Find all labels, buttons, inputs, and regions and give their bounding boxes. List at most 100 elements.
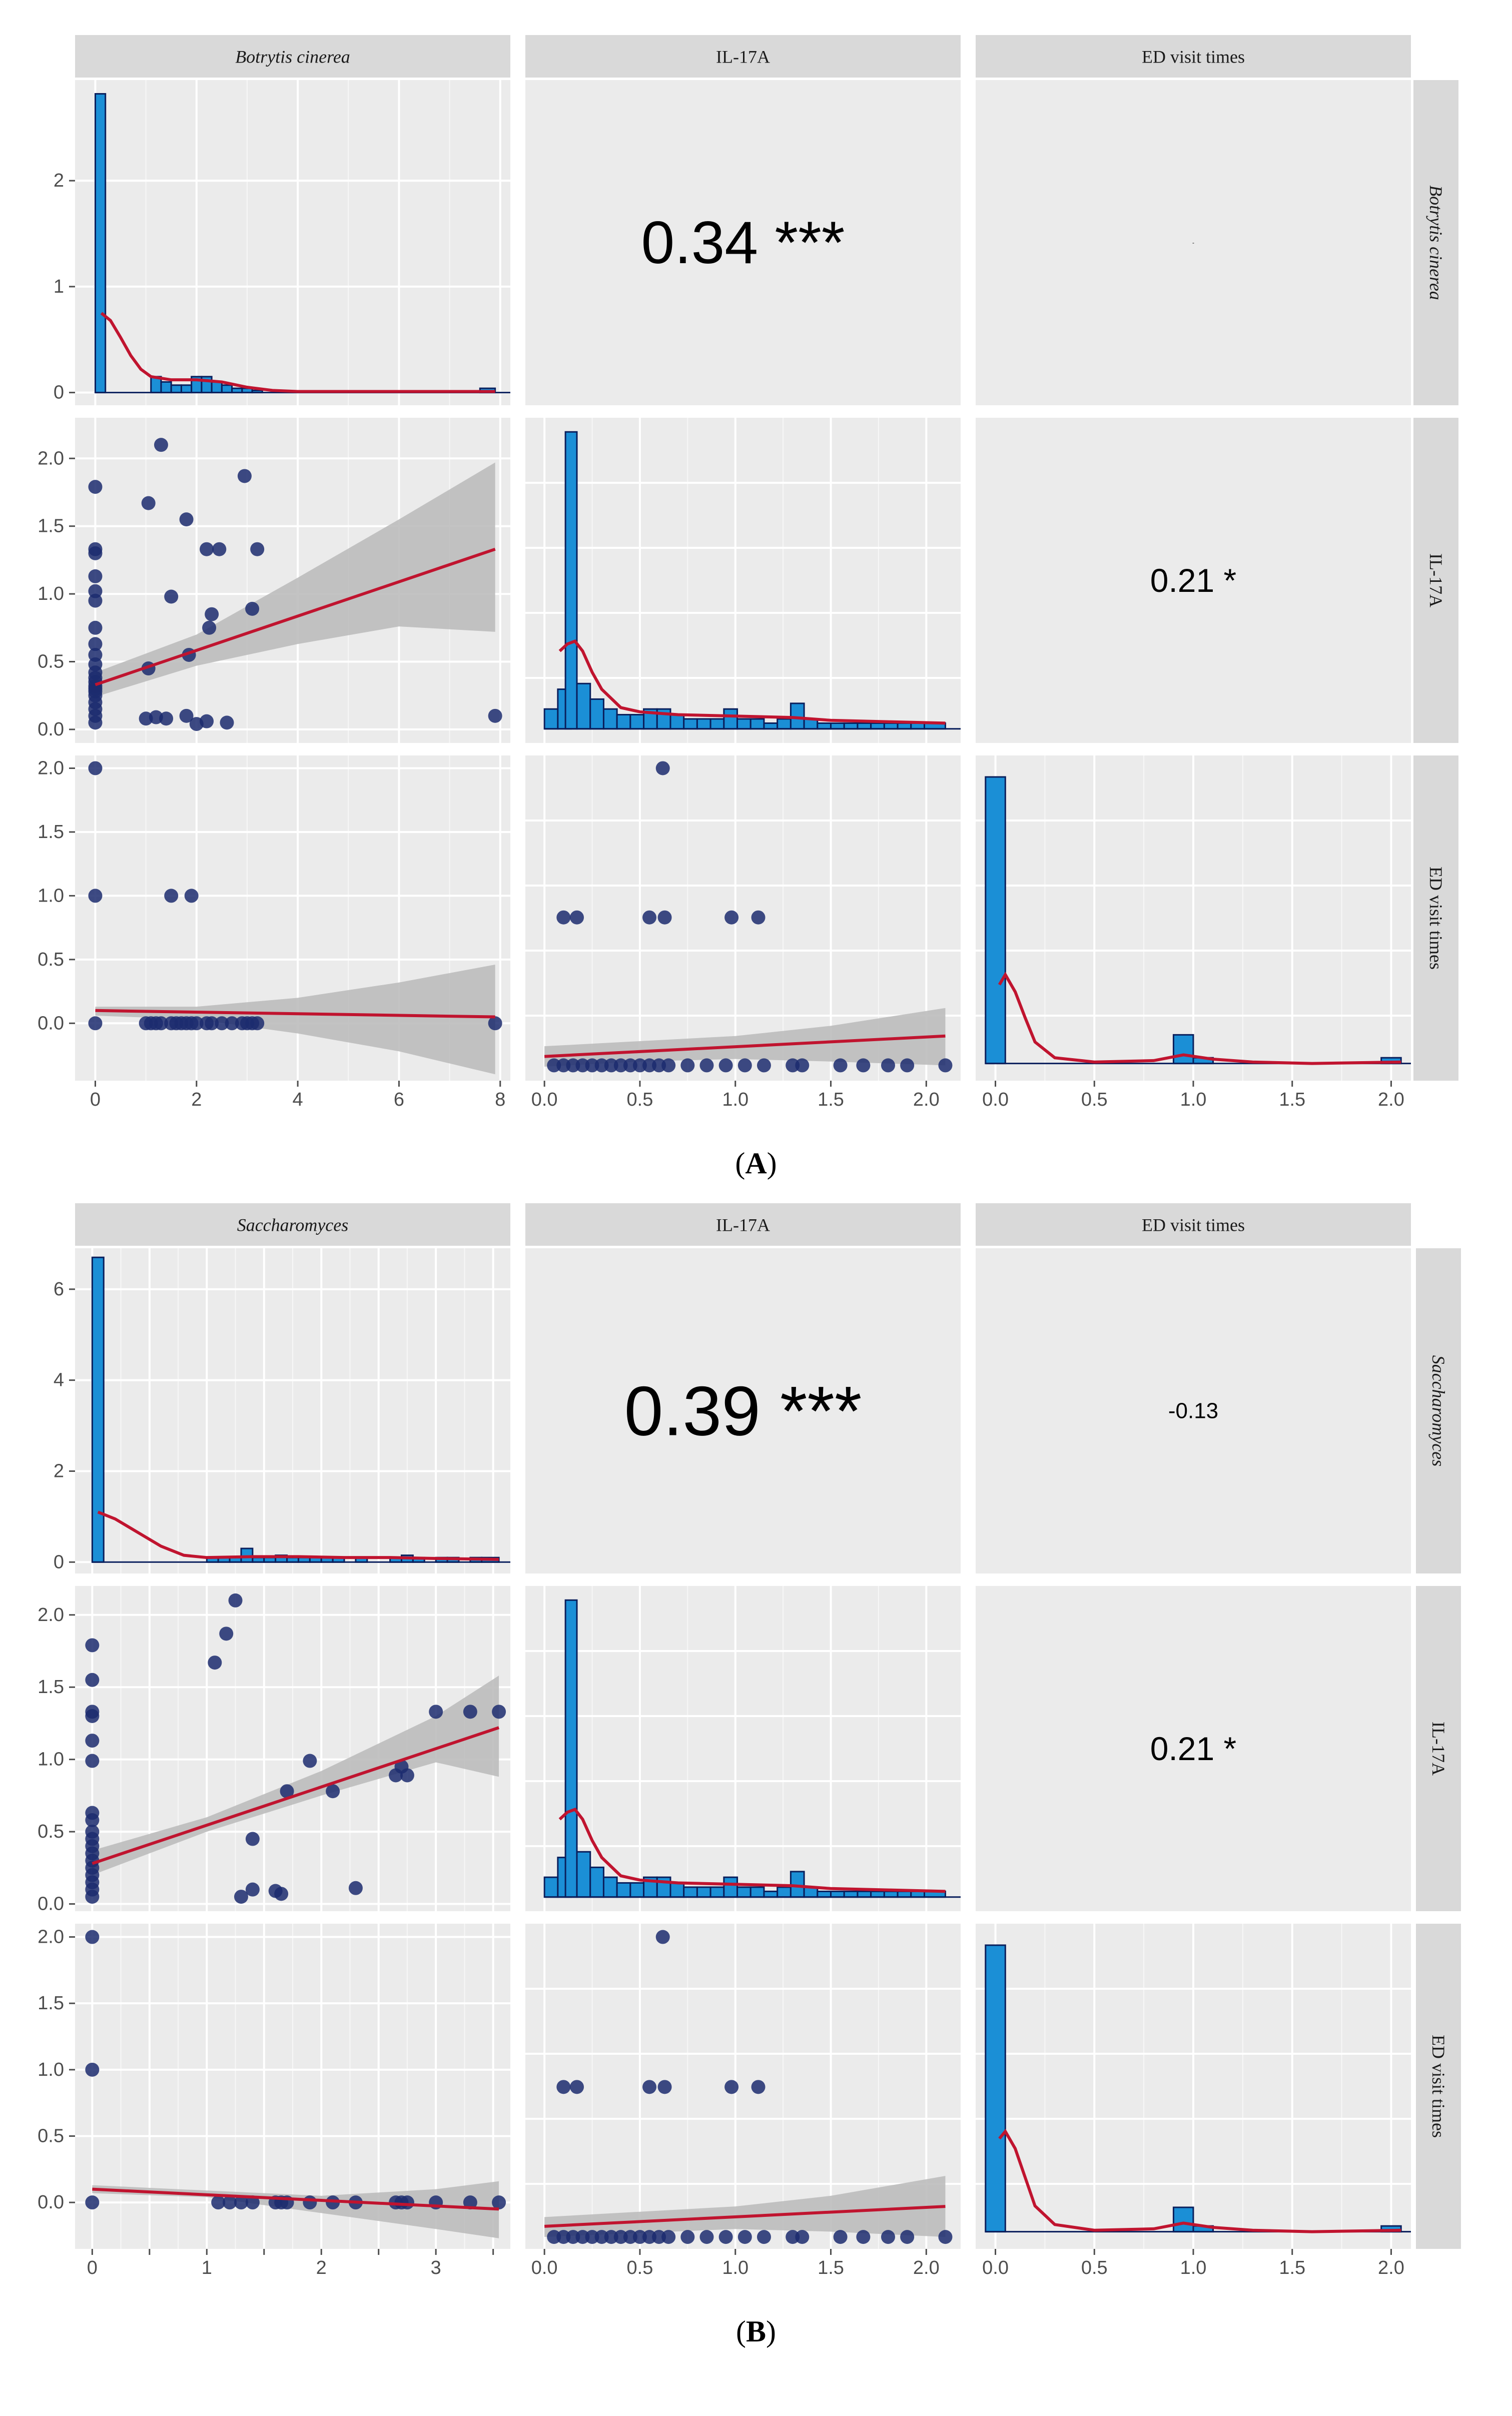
scatter-point bbox=[488, 1016, 502, 1031]
scatter-point bbox=[724, 2080, 739, 2094]
x-tick-label: 1.5 bbox=[1279, 2257, 1305, 2278]
scatter-point bbox=[88, 620, 103, 635]
y-tick-label: 4 bbox=[54, 1370, 64, 1391]
scatter-point bbox=[661, 1058, 676, 1073]
cell-2-1: 0.0 0.5 1.0 1.5 2.0 bbox=[525, 1924, 961, 2278]
scatter-point bbox=[492, 2195, 506, 2210]
y-tick-label: 1.5 bbox=[38, 1677, 64, 1698]
y-tick-label: 1.0 bbox=[38, 1749, 64, 1770]
x-tick-label: 1.0 bbox=[1180, 1089, 1207, 1110]
strip-top-0 bbox=[75, 1203, 510, 1246]
histogram-bar bbox=[723, 1876, 738, 1898]
histogram-bar bbox=[870, 1890, 885, 1898]
histogram-bar bbox=[749, 718, 765, 730]
histogram-bar bbox=[1172, 2206, 1194, 2233]
scatter-point bbox=[655, 761, 670, 775]
y-tick-label: 0.0 bbox=[38, 1013, 64, 1034]
x-tick-label: 0.5 bbox=[627, 2257, 653, 2278]
density-curve bbox=[558, 1807, 946, 1893]
scatter-point bbox=[88, 1016, 103, 1031]
scatter-point bbox=[718, 1058, 733, 1073]
regression-line bbox=[92, 1726, 500, 1865]
scatter-point bbox=[833, 2230, 848, 2244]
histogram-bar bbox=[709, 718, 725, 730]
histogram-bar bbox=[683, 1886, 698, 1898]
x-tick-label: 1.0 bbox=[722, 2257, 748, 2278]
density-curve bbox=[998, 2128, 1401, 2233]
y-tick-label: 0.0 bbox=[38, 719, 64, 740]
y-tick-label: 2 bbox=[54, 170, 64, 191]
scatter-point bbox=[184, 889, 199, 903]
panel-letter-paren: ( bbox=[735, 1147, 745, 1180]
x-tick-label: 2.0 bbox=[1378, 2257, 1404, 2278]
histogram-bar bbox=[629, 1882, 645, 1898]
histogram-bar bbox=[817, 1890, 832, 1898]
histogram-bar bbox=[985, 1944, 1006, 2233]
y-tick-label: 0 bbox=[54, 1551, 64, 1572]
scatter-point bbox=[400, 2195, 414, 2210]
panel-background bbox=[525, 418, 961, 743]
histogram-bar bbox=[723, 708, 738, 730]
y-tick-label: 2.0 bbox=[38, 757, 64, 778]
scatter-point bbox=[88, 715, 103, 730]
x-tick-label: 0.0 bbox=[982, 2257, 1009, 2278]
panel-background bbox=[976, 418, 1411, 743]
scatter-point bbox=[751, 910, 766, 925]
panel-letter-paren: ) bbox=[767, 1147, 777, 1180]
strip-right-2 bbox=[1416, 1924, 1461, 2249]
scatter-point bbox=[202, 620, 217, 635]
density-curve bbox=[998, 972, 1401, 1065]
scatter-point bbox=[212, 542, 227, 556]
histogram-bar bbox=[576, 1851, 591, 1898]
scatter-point bbox=[85, 2062, 100, 2077]
histogram-bar bbox=[1172, 1034, 1194, 1065]
x-tick-label: 1.0 bbox=[1180, 2257, 1207, 2278]
scatter-point bbox=[85, 1754, 100, 1768]
cell-2-0: 0.0 0.5 1.0 1.5 2.0 0 1 2 3 bbox=[38, 1924, 510, 2278]
strip-right-label: IL-17A bbox=[1426, 553, 1446, 607]
scatter-point bbox=[680, 2230, 695, 2244]
x-tick-label: 1.5 bbox=[1279, 1089, 1305, 1110]
x-tick-label: 6 bbox=[394, 1089, 404, 1110]
histogram-bar bbox=[883, 1890, 899, 1898]
strip-right-1 bbox=[1413, 418, 1458, 743]
x-tick-label: 1.0 bbox=[722, 1089, 748, 1110]
y-tick-label: 0.5 bbox=[38, 2125, 64, 2146]
cell-0-1: 0.39 *** bbox=[525, 1248, 961, 1573]
histogram-bar bbox=[602, 1876, 618, 1898]
correlation-label: 0.39 *** bbox=[624, 1372, 862, 1450]
y-tick-label: 1.0 bbox=[38, 583, 64, 604]
panel-background bbox=[525, 80, 961, 405]
cell-1-0: 0.0 0.5 1.0 1.5 2.0 bbox=[38, 1586, 510, 1915]
scatter-point bbox=[938, 1058, 953, 1073]
histogram-bar bbox=[629, 713, 645, 730]
confidence-ribbon bbox=[95, 965, 495, 1075]
histogram-bar bbox=[170, 384, 182, 394]
histogram-bar bbox=[857, 1890, 872, 1898]
scatter-point bbox=[429, 1705, 443, 1719]
x-tick-label: 2.0 bbox=[913, 1089, 940, 1110]
cell-0-2: - bbox=[976, 80, 1411, 405]
strip-right-label: Saccharomyces bbox=[1428, 1355, 1448, 1467]
panel-letter-paren: ( bbox=[736, 2315, 746, 2348]
x-tick-label: 4 bbox=[293, 1089, 303, 1110]
correlation-label: -0.13 bbox=[1168, 1399, 1218, 1423]
scatter-point bbox=[205, 1016, 219, 1031]
histogram-bar bbox=[91, 1256, 105, 1563]
cell-1-1 bbox=[525, 1586, 961, 1911]
histogram-bar bbox=[897, 722, 912, 730]
histogram-bar bbox=[817, 722, 832, 730]
histogram-bar bbox=[736, 1886, 751, 1898]
scatter-point bbox=[223, 2195, 237, 2210]
histogram-bar bbox=[543, 708, 559, 730]
panel-background bbox=[976, 1586, 1411, 1911]
scatter-point bbox=[85, 1890, 100, 1904]
scatter-point bbox=[280, 1784, 294, 1799]
scatter-point bbox=[85, 2195, 100, 2210]
x-tick-label: 0.0 bbox=[982, 1089, 1009, 1110]
scatter-point bbox=[208, 1656, 222, 1670]
y-tick-label: 0.5 bbox=[38, 1821, 64, 1842]
x-tick-label: 0.5 bbox=[1081, 1089, 1108, 1110]
matrix-a: Botrytis cinerea IL-17A ED visit times Botr… bbox=[38, 35, 1458, 1180]
